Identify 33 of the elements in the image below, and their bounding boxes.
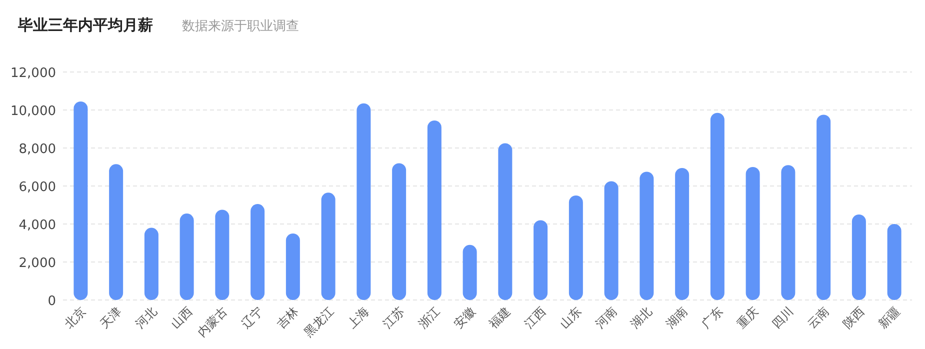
x-tick-label: 重庆 bbox=[734, 304, 761, 332]
y-tick-label: 8,000 bbox=[18, 142, 56, 157]
x-tick-label: 四川 bbox=[769, 304, 796, 332]
x-tick-label: 江苏 bbox=[380, 304, 408, 332]
y-tick-label: 0 bbox=[48, 294, 56, 309]
y-tick-label: 10,000 bbox=[10, 104, 56, 119]
x-tick-label: 河北 bbox=[132, 304, 160, 332]
title: 毕业三年内平均月薪 bbox=[18, 16, 153, 34]
y-tick-label: 12,000 bbox=[10, 66, 56, 81]
x-tick-label: 河南 bbox=[592, 304, 620, 332]
x-tick-label: 云南 bbox=[804, 304, 832, 332]
y-tick-label: 6,000 bbox=[18, 180, 56, 195]
x-tick-label: 湖南 bbox=[663, 304, 690, 332]
subtitle: 数据来源于职业调查 bbox=[182, 19, 299, 34]
y-tick-label: 4,000 bbox=[18, 218, 56, 233]
x-tick-label: 江西 bbox=[522, 304, 549, 332]
x-tick-label: 辽宁 bbox=[238, 304, 266, 332]
x-tick-label: 黑龙江 bbox=[301, 304, 336, 340]
x-tick-label: 浙江 bbox=[416, 304, 443, 332]
x-tick-label: 天津 bbox=[97, 304, 124, 332]
x-tick-label: 陕西 bbox=[840, 304, 868, 332]
x-tick-label: 新疆 bbox=[876, 304, 902, 332]
x-tick-label: 上海 bbox=[344, 304, 372, 332]
x-tick-label: 山西 bbox=[168, 304, 195, 332]
x-tick-label: 山东 bbox=[557, 304, 584, 332]
x-tick-label: 广东 bbox=[698, 304, 726, 332]
x-tick-label: 北京 bbox=[62, 304, 89, 332]
y-tick-label: 2,000 bbox=[18, 256, 56, 271]
x-tick-label: 安徽 bbox=[451, 304, 478, 332]
x-tick-label: 吉林 bbox=[274, 304, 302, 332]
x-tick-label: 内蒙古 bbox=[194, 304, 230, 340]
x-tick-label: 湖北 bbox=[628, 304, 655, 332]
x-tick-label: 福建 bbox=[486, 304, 514, 332]
